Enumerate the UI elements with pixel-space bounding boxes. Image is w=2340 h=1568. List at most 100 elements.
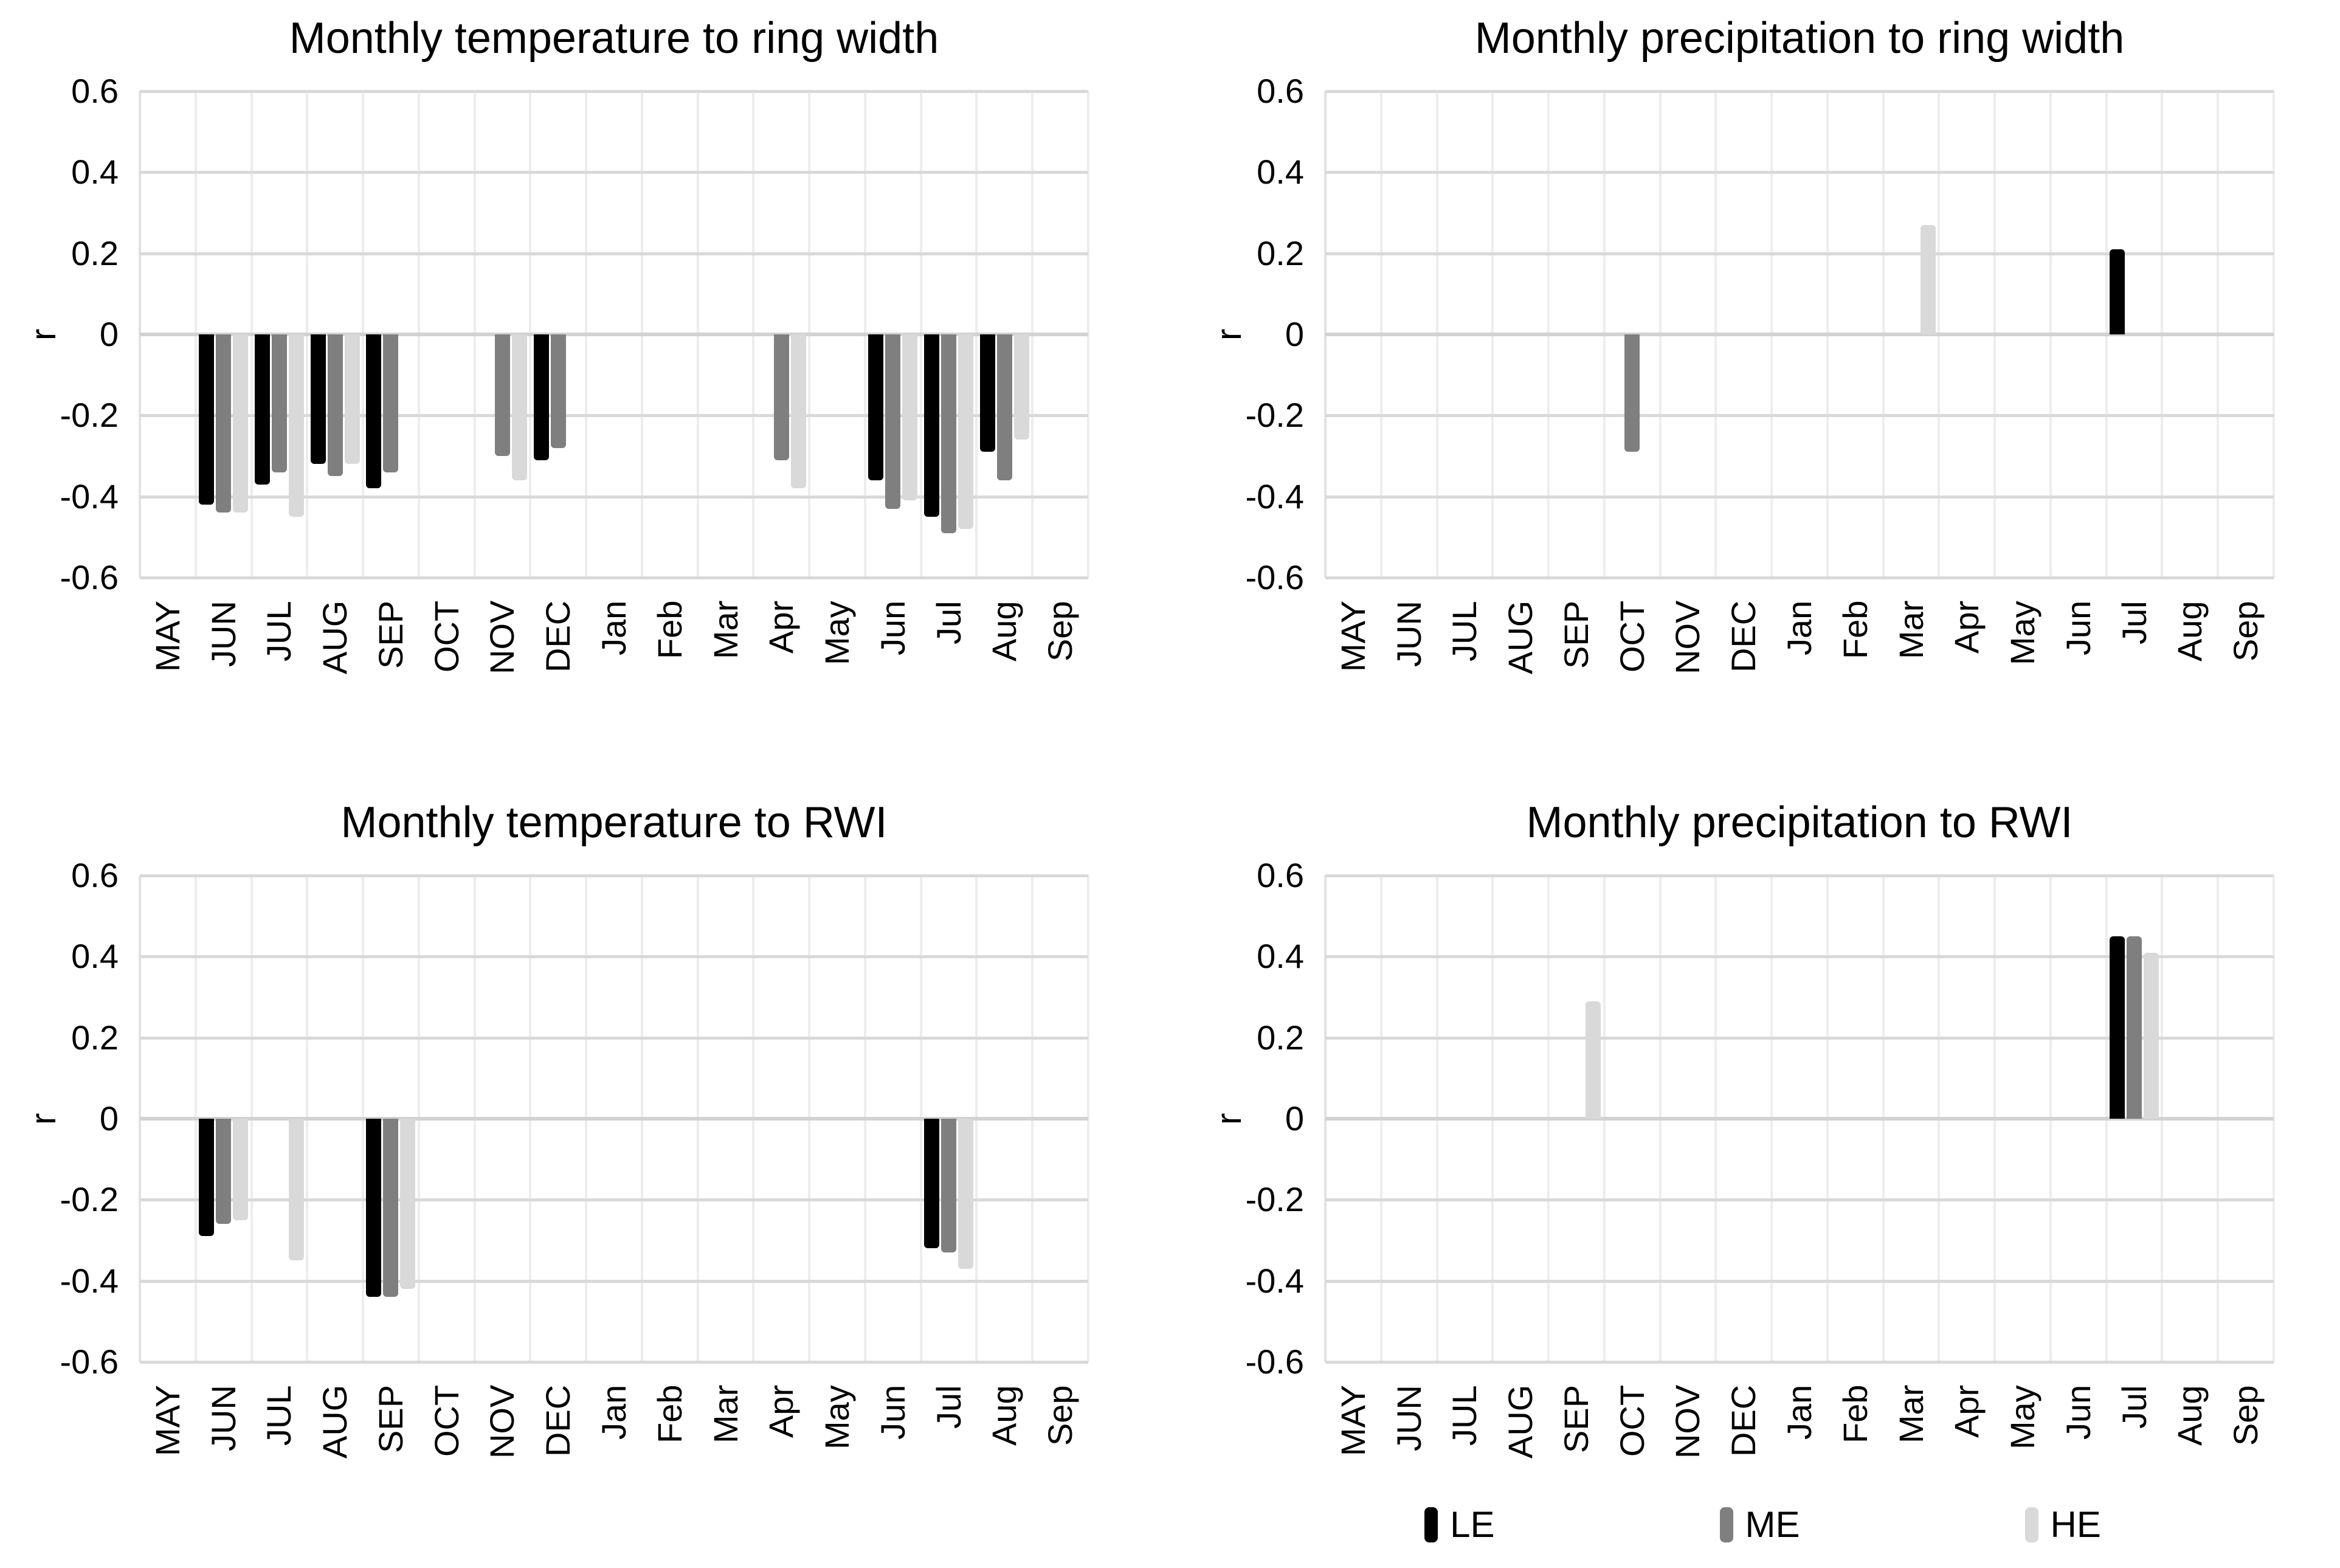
bar-top-left-NOV-HE (511, 334, 527, 480)
x-tick-label-MAY: MAY (1333, 601, 1372, 672)
bar-top-left-DEC-ME (550, 334, 566, 448)
legend-label-me: ME (1745, 1504, 1800, 1545)
x-tick-label-NOV: NOV (483, 1385, 522, 1459)
x-tick-label-AUG: AUG (316, 1385, 354, 1459)
bar-top-left-Jul-HE (958, 334, 974, 529)
chart-legend: LE ME HE (1186, 1507, 2340, 1543)
bar-top-left-JUN-HE (233, 334, 249, 513)
bar-top-left-JUL-ME (271, 334, 287, 472)
x-tick-label-MAY: MAY (148, 601, 187, 672)
vertical-gridline (2273, 91, 2275, 578)
horizontal-gridline (1325, 90, 2274, 93)
x-tick-label-Jul: Jul (929, 1385, 968, 1429)
chart-title-temperature-rwi: Monthly temperature to RWI (340, 798, 888, 847)
y-tick-label: 0.4 (71, 937, 119, 976)
x-tick-label-Aug: Aug (985, 1385, 1024, 1446)
legend-swatch-me-icon (1719, 1507, 1733, 1542)
x-tick-label-DEC: DEC (539, 601, 578, 673)
bar-bottom-right-Jul-LE (2110, 936, 2125, 1119)
horizontal-gridline (140, 576, 1088, 579)
y-tick-label: 0.4 (71, 153, 119, 192)
bar-top-left-Jul-ME (941, 334, 957, 533)
x-tick-label-SEP: SEP (1556, 601, 1595, 669)
x-tick-label-JUL: JUL (260, 601, 299, 661)
bar-bottom-right-Jul-HE (2144, 952, 2159, 1119)
y-tick-label: -0.2 (60, 396, 119, 435)
x-tick-label-Apr: Apr (1947, 601, 1986, 654)
plot-area-precipitation-ring-width (1324, 90, 2275, 579)
x-tick-label-OCT: OCT (1612, 601, 1651, 673)
y-tick-label: 0.4 (1257, 937, 1304, 976)
x-tick-label-Jan: Jan (595, 601, 633, 656)
y-tick-label: 0.4 (1257, 153, 1304, 192)
y-axis-label: r (1209, 1113, 1249, 1125)
x-tick-label-JUN: JUN (1389, 601, 1428, 667)
bar-top-left-Jun-LE (868, 334, 884, 480)
x-tick-label-Jun: Jun (873, 1385, 912, 1440)
horizontal-gridline (140, 1361, 1088, 1364)
x-tick-label-Jul: Jul (2114, 601, 2153, 644)
x-tick-label-May: May (2003, 601, 2042, 665)
legend-label-he: HE (2050, 1504, 2101, 1545)
y-tick-label: 0.2 (1257, 233, 1304, 272)
bar-bottom-left-JUN-LE (199, 1119, 215, 1237)
x-tick-label-Jun: Jun (2059, 601, 2097, 656)
bar-bottom-left-JUN-HE (233, 1119, 249, 1220)
x-tick-label-JUN: JUN (204, 1385, 243, 1451)
y-tick-label: 0.6 (71, 72, 119, 110)
horizontal-gridline (140, 874, 1088, 877)
horizontal-gridline (1325, 171, 2274, 174)
x-tick-label-Feb: Feb (650, 1385, 689, 1444)
bar-top-left-AUG-LE (310, 334, 326, 465)
x-tick-label-NOV: NOV (1668, 601, 1707, 675)
x-tick-label-JUL: JUL (260, 1385, 299, 1446)
horizontal-gridline (140, 171, 1088, 174)
y-tick-label: 0 (1285, 1099, 1304, 1138)
x-tick-label-OCT: OCT (427, 1385, 466, 1457)
bar-top-left-AUG-ME (327, 334, 343, 477)
bar-top-left-Apr-ME (773, 334, 789, 460)
x-tick-label-Jul: Jul (929, 601, 968, 644)
x-tick-label-Sep: Sep (1041, 1385, 1080, 1446)
x-tick-label-Sep: Sep (1041, 601, 1080, 661)
legend-item-le: LE (1424, 1507, 1495, 1543)
x-tick-label-Apr: Apr (762, 1385, 801, 1438)
horizontal-gridline (1325, 955, 2274, 959)
y-tick-label: -0.4 (60, 1261, 119, 1300)
chart-title-precipitation-rwi: Monthly precipitation to RWI (1526, 798, 2073, 847)
horizontal-gridline (140, 495, 1088, 499)
legend-item-me: ME (1719, 1504, 1800, 1545)
y-axis-label: r (24, 328, 63, 340)
bar-bottom-right-Jul-ME (2127, 936, 2142, 1119)
plot-area-temperature-ring-width (139, 90, 1089, 579)
x-tick-label-AUG: AUG (1501, 601, 1540, 675)
bar-top-left-AUG-HE (344, 334, 360, 465)
bar-top-left-SEP-LE (366, 334, 382, 489)
x-tick-label-NOV: NOV (483, 601, 522, 675)
chart-panel-precipitation-rwi: Monthly precipitation to RWI 0.6 0.4 0.2 0 -… (1186, 784, 2340, 1563)
x-tick-label-Aug: Aug (985, 601, 1024, 661)
zero-axis-line (1325, 1117, 2274, 1121)
x-tick-label-Jun: Jun (873, 601, 912, 656)
y-tick-label: 0.6 (1257, 856, 1304, 894)
y-tick-label: -0.6 (60, 558, 119, 596)
chart-panel-temperature-ring-width: Monthly temperature to ring width 0.6 0.4… (0, 0, 1155, 778)
x-tick-label-MAY: MAY (148, 1385, 187, 1457)
horizontal-gridline (1325, 576, 2274, 579)
y-tick-label: -0.6 (1245, 1342, 1305, 1381)
horizontal-gridline (140, 1198, 1088, 1202)
bar-top-left-Aug-ME (996, 334, 1012, 480)
bar-bottom-left-SEP-LE (366, 1119, 382, 1297)
y-tick-label: 0.6 (1257, 72, 1304, 110)
bar-top-right-Jul-LE (2110, 249, 2125, 334)
x-tick-label-Jan: Jan (1780, 601, 1818, 656)
bar-top-right-OCT-ME (1624, 334, 1640, 452)
bar-bottom-left-Jul-LE (924, 1119, 940, 1249)
y-tick-label: 0 (99, 315, 119, 353)
x-tick-label-OCT: OCT (427, 601, 466, 673)
x-tick-label-DEC: DEC (539, 1385, 578, 1457)
y-tick-label: 0.2 (1257, 1018, 1304, 1057)
bar-top-left-Jul-LE (924, 334, 940, 517)
vertical-gridline (2273, 876, 2275, 1362)
x-tick-label-May: May (818, 1385, 857, 1449)
